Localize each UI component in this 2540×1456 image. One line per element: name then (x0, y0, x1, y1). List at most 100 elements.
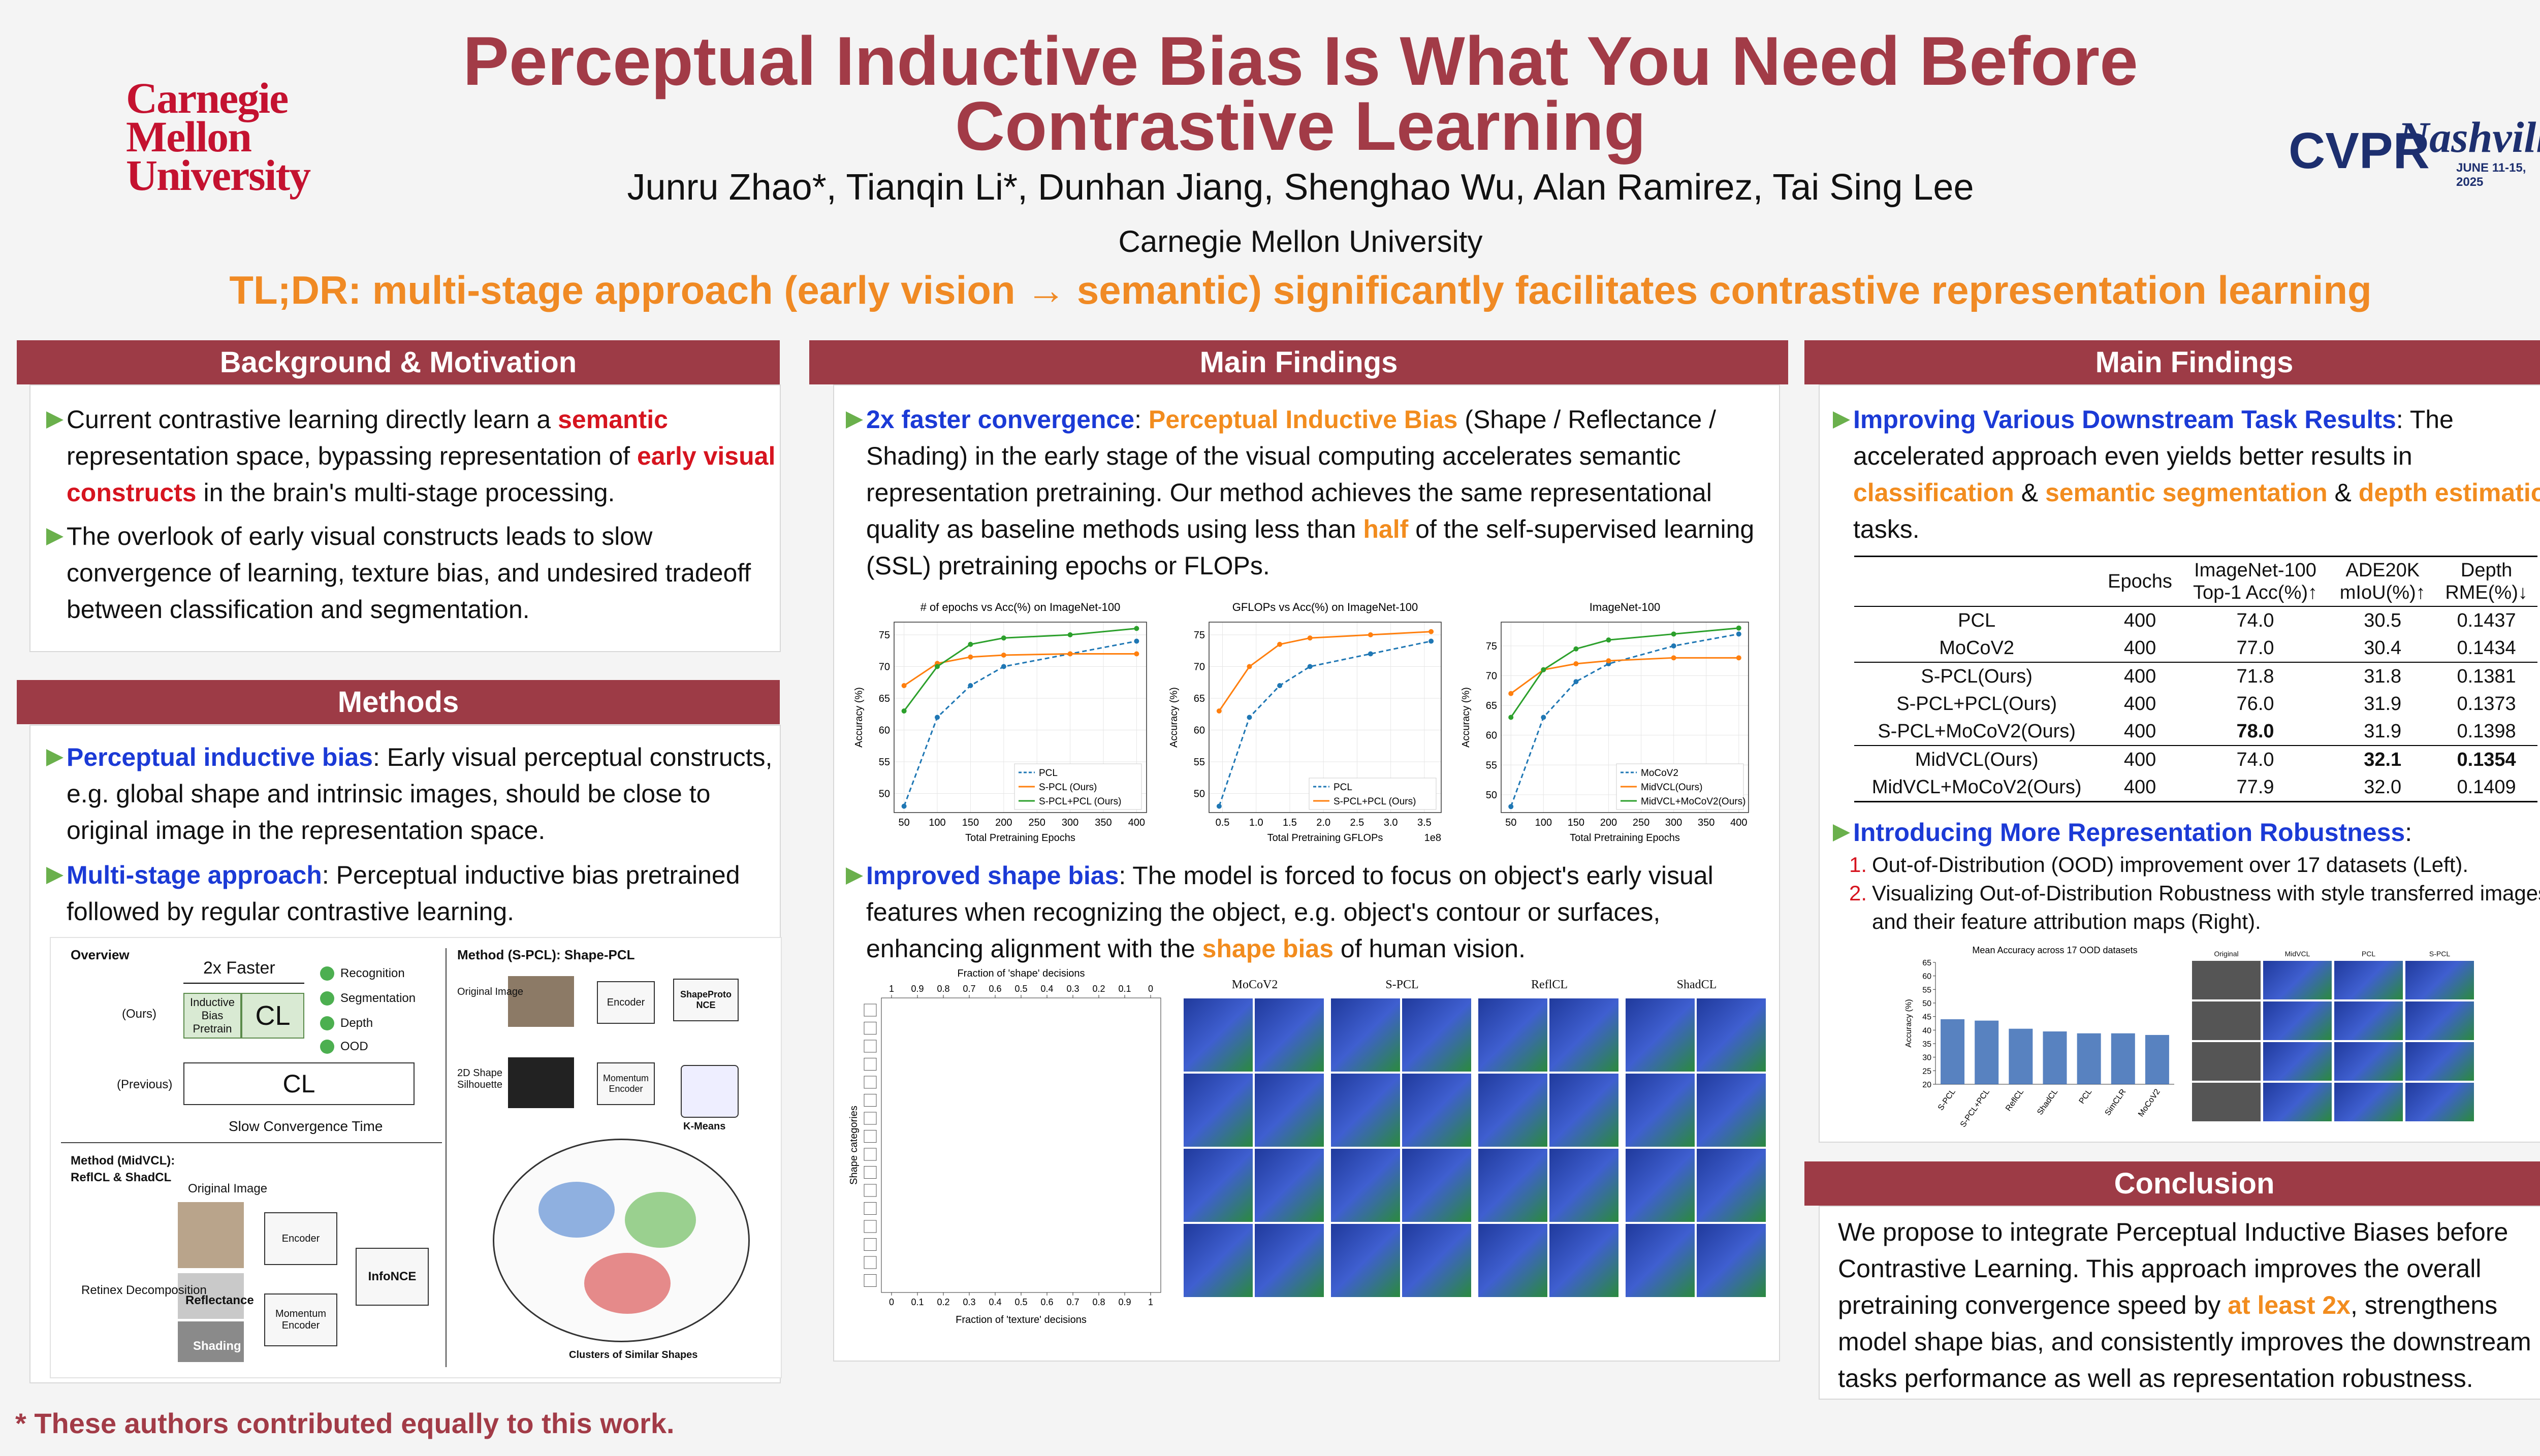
y-tick-label: 65 (1486, 700, 1497, 711)
table-cell: 77.0 (2180, 634, 2330, 663)
figure-label: (Ours) (122, 1007, 156, 1021)
x-tick-label: 350 (1698, 817, 1714, 828)
map-label: S-PCL (1385, 978, 1419, 991)
y-tick-label: 25 (1922, 1067, 1931, 1076)
legend-label: PCL (1039, 768, 1058, 779)
bar (1975, 1020, 1999, 1084)
list-number: 1. (1849, 853, 1867, 877)
category-icon (864, 1094, 877, 1107)
x-tick-label: 1.5 (1283, 817, 1297, 828)
series-line (1510, 633, 1739, 807)
text-segment: in the brain's multi-stage processing. (196, 478, 615, 507)
image-tile (2334, 1083, 2403, 1121)
icon (320, 991, 334, 1006)
figure-label: 2x Faster (203, 958, 275, 978)
table-cell: MidVCL+MoCoV2(Ours) (1854, 773, 2100, 802)
bullet: 2x faster convergence: Perceptual Induct… (846, 401, 1781, 584)
legend-label: MoCoV2 (1641, 768, 1678, 779)
figure-label: ReflCL & ShadCL (71, 1171, 172, 1184)
map-tile (1626, 1224, 1695, 1297)
text-segment: : The accelerated approach even yields b… (1853, 405, 2454, 470)
header-text: Depth (2460, 560, 2513, 581)
table-cell: 32.0 (2330, 773, 2436, 802)
x-tick-label: 0.5 (1216, 817, 1230, 828)
cmu-logo: Carnegie Mellon University (126, 76, 311, 197)
tick-label: 0.7 (1066, 1297, 1079, 1307)
text-segment: : Early visual perceptual constructs, e.… (67, 743, 773, 845)
x-tick-label: 150 (1568, 817, 1584, 828)
data-point (1671, 655, 1676, 661)
data-point (1736, 631, 1741, 637)
y-tick-label: 55 (1486, 760, 1497, 771)
affiliation: Carnegie Mellon University (1118, 224, 1483, 258)
map-tile (1331, 1074, 1400, 1147)
bullet: The overlook of early visual constructs … (46, 518, 783, 628)
text-segment: half (1363, 515, 1409, 543)
tick-label: 0.4 (1040, 984, 1053, 994)
table-cell: S-PCL+PCL(Ours) (1896, 693, 2057, 715)
table-header-cell: ADE20K mIoU(%)↑ (2330, 556, 2436, 607)
chart-title: ImageNet-100 (1590, 601, 1660, 613)
y-tick-label: 75 (1194, 630, 1205, 641)
category-icon (864, 1148, 877, 1161)
tick-label: 0.6 (989, 984, 1001, 994)
bar (2145, 1034, 2169, 1084)
legend-label: S-PCL (Ours) (1039, 782, 1097, 793)
header-text: ImageNet-100 (2194, 560, 2316, 581)
table-row: Epochs ImageNet-100 Top-1 Acc(%)↑ ADE20K mIo… (1854, 556, 2537, 607)
map-tile (1549, 1149, 1618, 1222)
tick-label: 0.5 (1014, 984, 1027, 994)
y-tick-label: 40 (1922, 1026, 1931, 1035)
table-row: PCL 400 74.0 30.5 0.1437 (1854, 606, 2537, 634)
bullet: Improving Various Downstream Task Result… (1833, 401, 2540, 547)
x-tick-label: 200 (995, 817, 1012, 828)
map-tile (1402, 1224, 1471, 1297)
y-tick-label: 20 (1922, 1081, 1931, 1089)
image-tile (2263, 961, 2332, 999)
series-line (1218, 640, 1432, 806)
category-icon (864, 1076, 877, 1089)
table-cell: 400 (2123, 693, 2156, 715)
y-tick-label: 70 (1194, 662, 1205, 673)
plot-frame (881, 997, 1161, 1293)
image-tile (2334, 1001, 2403, 1040)
image-tile (2263, 1001, 2332, 1040)
list-item: 1. Out-of-Distribution (OOD) improvement … (1849, 851, 2540, 879)
tick-label: 0.2 (1092, 984, 1105, 994)
list-number: 2. (1849, 881, 1867, 905)
map-label: MoCoV2 (1231, 978, 1278, 991)
section-box (29, 384, 781, 652)
data-point (1001, 635, 1006, 641)
figure-label: Slow Convergence Time (229, 1118, 383, 1134)
image-tile (2334, 961, 2403, 999)
table-cell: 76.0 (2236, 693, 2274, 715)
x-tick-label: ReflCL (2004, 1087, 2025, 1113)
x-tick-label: MoCoV2 (2137, 1087, 2162, 1118)
legend-box (1616, 763, 1744, 810)
tick-label: 0.5 (1014, 1297, 1027, 1307)
map-tile (1549, 998, 1618, 1072)
text-segment: We propose to integrate Perceptual Induc… (1838, 1218, 2509, 1319)
bullet: Introducing More Representation Robustne… (1833, 814, 2540, 851)
tick-label: 0.8 (937, 984, 949, 994)
line-chart: ImageNet-100 50 55 60 65 70 75 50 100 150 200 250 30… (1460, 601, 1749, 844)
divider (446, 948, 447, 1367)
table-cell: 78.0 (2180, 718, 2330, 746)
data-point (1671, 631, 1676, 637)
image-tile (2263, 1083, 2332, 1121)
table-cell: 31.9 (2330, 718, 2436, 746)
data-point (901, 683, 907, 688)
text-segment: at least 2x (2228, 1291, 2351, 1319)
data-point (1134, 638, 1139, 644)
header-text: Top-1 Acc(%)↑ (2193, 582, 2318, 603)
table-header-cell (1854, 556, 2100, 607)
x-offset-label: 1e8 (1424, 832, 1441, 844)
figure-box: Momentum Encoder (264, 1293, 337, 1346)
legend-label: S-PCL+PCL (Ours) (1334, 796, 1416, 807)
y-tick-label: 35 (1922, 1040, 1931, 1049)
series-line (903, 640, 1137, 807)
category-icon (864, 1022, 877, 1034)
list-text: Out-of-Distribution (OOD) improvement ov… (1872, 853, 2469, 877)
footnote: * These authors contributed equally to t… (15, 1407, 675, 1439)
figure-label: Segmentation (340, 991, 416, 1005)
